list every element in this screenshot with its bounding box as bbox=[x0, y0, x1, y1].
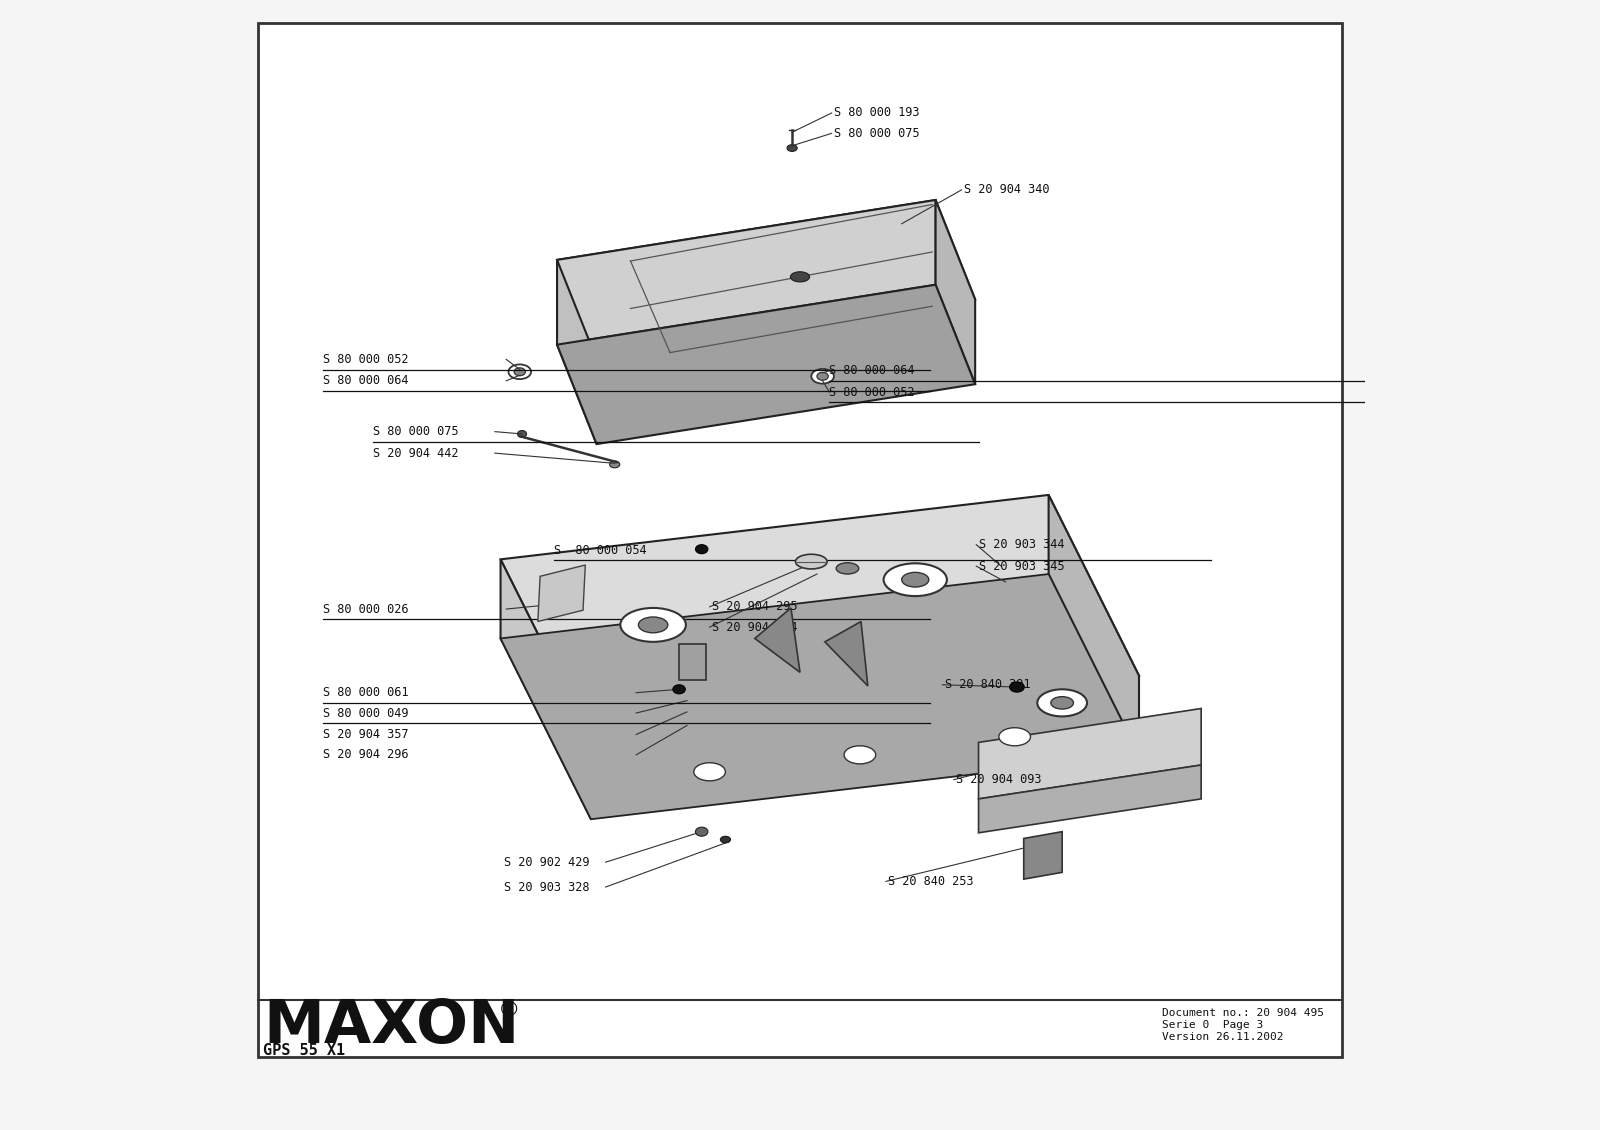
Ellipse shape bbox=[1051, 696, 1074, 710]
Polygon shape bbox=[1048, 495, 1139, 755]
Ellipse shape bbox=[902, 572, 930, 588]
Text: S  80 000 054: S 80 000 054 bbox=[554, 544, 646, 557]
Ellipse shape bbox=[696, 827, 707, 836]
Text: S 80 000 075: S 80 000 075 bbox=[373, 425, 458, 438]
Ellipse shape bbox=[509, 364, 531, 380]
Polygon shape bbox=[826, 622, 867, 686]
Text: S 80 000 064: S 80 000 064 bbox=[829, 364, 915, 377]
Ellipse shape bbox=[720, 836, 731, 843]
Ellipse shape bbox=[610, 461, 619, 468]
Ellipse shape bbox=[790, 272, 810, 282]
Text: S 20 903 344: S 20 903 344 bbox=[979, 538, 1064, 551]
Polygon shape bbox=[501, 574, 1139, 819]
Polygon shape bbox=[1024, 832, 1062, 879]
Ellipse shape bbox=[837, 563, 859, 574]
Polygon shape bbox=[557, 200, 974, 359]
Text: S 20 904 442: S 20 904 442 bbox=[373, 446, 458, 460]
Polygon shape bbox=[557, 285, 974, 444]
Ellipse shape bbox=[795, 555, 827, 570]
Text: S 20 904 295: S 20 904 295 bbox=[712, 600, 797, 614]
Text: GPS 55 X1: GPS 55 X1 bbox=[264, 1043, 346, 1059]
Text: S 20 903 328: S 20 903 328 bbox=[504, 880, 589, 894]
Text: S 80 000 052: S 80 000 052 bbox=[323, 353, 408, 366]
Ellipse shape bbox=[1010, 681, 1024, 692]
Ellipse shape bbox=[517, 431, 526, 437]
Ellipse shape bbox=[674, 685, 685, 694]
Ellipse shape bbox=[883, 564, 947, 597]
FancyBboxPatch shape bbox=[258, 23, 1342, 1057]
Ellipse shape bbox=[621, 608, 686, 642]
Ellipse shape bbox=[638, 617, 667, 633]
Polygon shape bbox=[936, 200, 974, 384]
Text: S 20 904 093: S 20 904 093 bbox=[955, 773, 1042, 786]
Text: S 20 840 253: S 20 840 253 bbox=[888, 875, 974, 888]
Text: S 20 904 340: S 20 904 340 bbox=[963, 183, 1050, 197]
Ellipse shape bbox=[514, 368, 525, 375]
Text: S 20 904 296: S 20 904 296 bbox=[323, 748, 408, 762]
Text: S 20 904 294: S 20 904 294 bbox=[712, 620, 797, 634]
Polygon shape bbox=[557, 260, 597, 444]
Text: MAXON: MAXON bbox=[264, 997, 520, 1055]
Ellipse shape bbox=[696, 545, 707, 554]
Text: S 80 000 064: S 80 000 064 bbox=[323, 374, 408, 388]
Text: Document no.: 20 904 495
Serie 0  Page 3
Version 26.11.2002: Document no.: 20 904 495 Serie 0 Page 3 … bbox=[1162, 1008, 1323, 1042]
Ellipse shape bbox=[811, 368, 834, 384]
Text: S 80 000 052: S 80 000 052 bbox=[829, 385, 915, 399]
Text: ®: ® bbox=[498, 1000, 520, 1020]
Ellipse shape bbox=[1037, 689, 1086, 716]
Ellipse shape bbox=[845, 746, 875, 764]
Polygon shape bbox=[501, 559, 590, 819]
Text: S 20 840 391: S 20 840 391 bbox=[944, 678, 1030, 692]
Text: S 20 903 345: S 20 903 345 bbox=[979, 559, 1064, 573]
Polygon shape bbox=[979, 709, 1202, 799]
Polygon shape bbox=[755, 608, 800, 672]
Text: S 80 000 061: S 80 000 061 bbox=[323, 686, 408, 699]
Polygon shape bbox=[501, 495, 1139, 740]
Polygon shape bbox=[979, 765, 1202, 833]
Text: S 80 000 075: S 80 000 075 bbox=[834, 127, 920, 140]
Text: S 80 000 049: S 80 000 049 bbox=[323, 706, 408, 720]
Text: S 20 902 429: S 20 902 429 bbox=[504, 855, 589, 869]
Text: S 20 904 357: S 20 904 357 bbox=[323, 728, 408, 741]
Ellipse shape bbox=[694, 763, 725, 781]
Ellipse shape bbox=[787, 145, 797, 151]
Ellipse shape bbox=[998, 728, 1030, 746]
Text: S 80 000 026: S 80 000 026 bbox=[323, 602, 408, 616]
FancyBboxPatch shape bbox=[678, 644, 706, 680]
Text: S 80 000 193: S 80 000 193 bbox=[834, 106, 920, 120]
Polygon shape bbox=[538, 565, 586, 622]
Ellipse shape bbox=[818, 372, 829, 380]
Polygon shape bbox=[557, 200, 936, 345]
